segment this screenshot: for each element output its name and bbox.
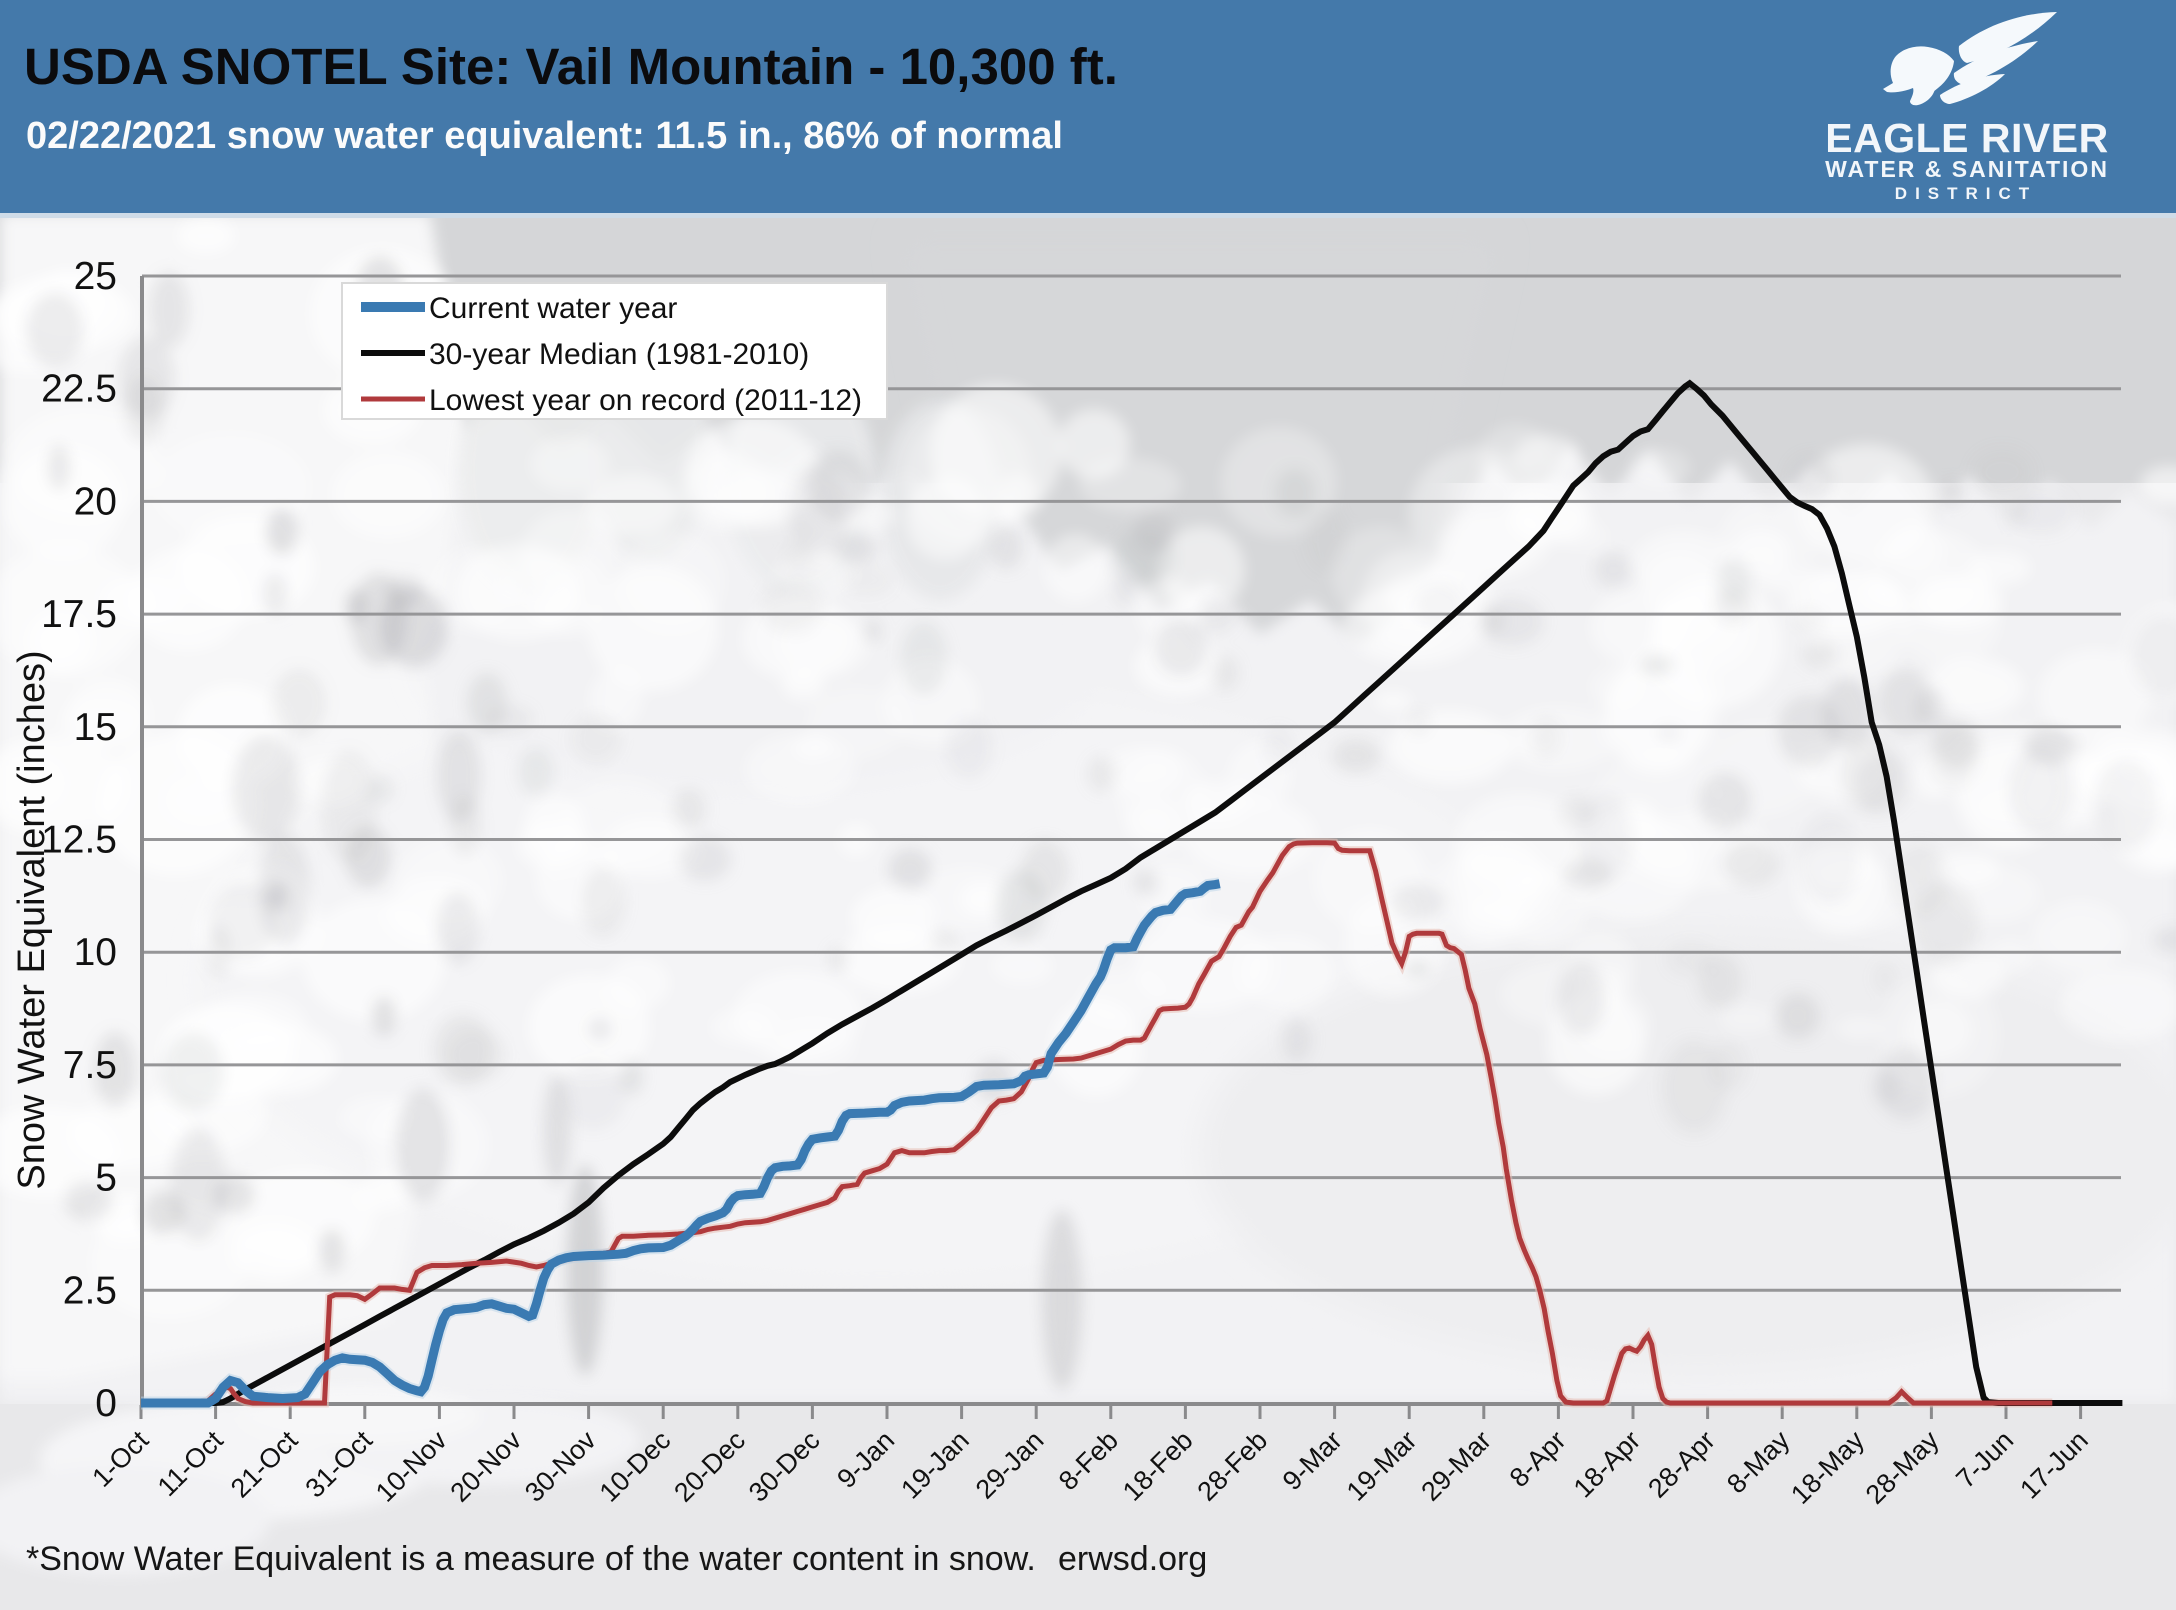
svg-text:22.5: 22.5 — [41, 368, 117, 411]
svg-text:erwsd.org: erwsd.org — [1058, 1540, 1207, 1578]
svg-text:02/22/2021 snow water equivale: 02/22/2021 snow water equivalent: 11.5 i… — [26, 115, 1063, 157]
svg-text:15: 15 — [74, 706, 117, 749]
svg-text:2.5: 2.5 — [63, 1269, 117, 1312]
svg-text:30-year Median (1981-2010): 30-year Median (1981-2010) — [429, 338, 809, 371]
svg-text:0: 0 — [95, 1382, 117, 1425]
svg-text:WATER & SANITATION: WATER & SANITATION — [1825, 156, 2109, 182]
svg-text:Current water year: Current water year — [429, 292, 677, 325]
svg-text:10: 10 — [74, 931, 117, 974]
svg-text:*Snow Water Equivalent is a me: *Snow Water Equivalent is a measure of t… — [26, 1540, 1036, 1578]
svg-text:17.5: 17.5 — [41, 593, 117, 636]
svg-text:5: 5 — [95, 1157, 117, 1200]
svg-text:Snow Water Equivalent (inches): Snow Water Equivalent (inches) — [11, 650, 53, 1189]
svg-text:25: 25 — [74, 255, 117, 298]
svg-text:DISTRICT: DISTRICT — [1895, 184, 2037, 203]
svg-text:7.5: 7.5 — [63, 1044, 117, 1087]
svg-text:Lowest year on record (2011-12: Lowest year on record (2011-12) — [429, 384, 862, 417]
svg-text:EAGLE RIVER: EAGLE RIVER — [1825, 115, 2108, 161]
svg-text:USDA SNOTEL Site: Vail Mountai: USDA SNOTEL Site: Vail Mountain - 10,300… — [24, 38, 1118, 95]
svg-text:12.5: 12.5 — [41, 819, 117, 862]
svg-text:20: 20 — [74, 480, 117, 523]
